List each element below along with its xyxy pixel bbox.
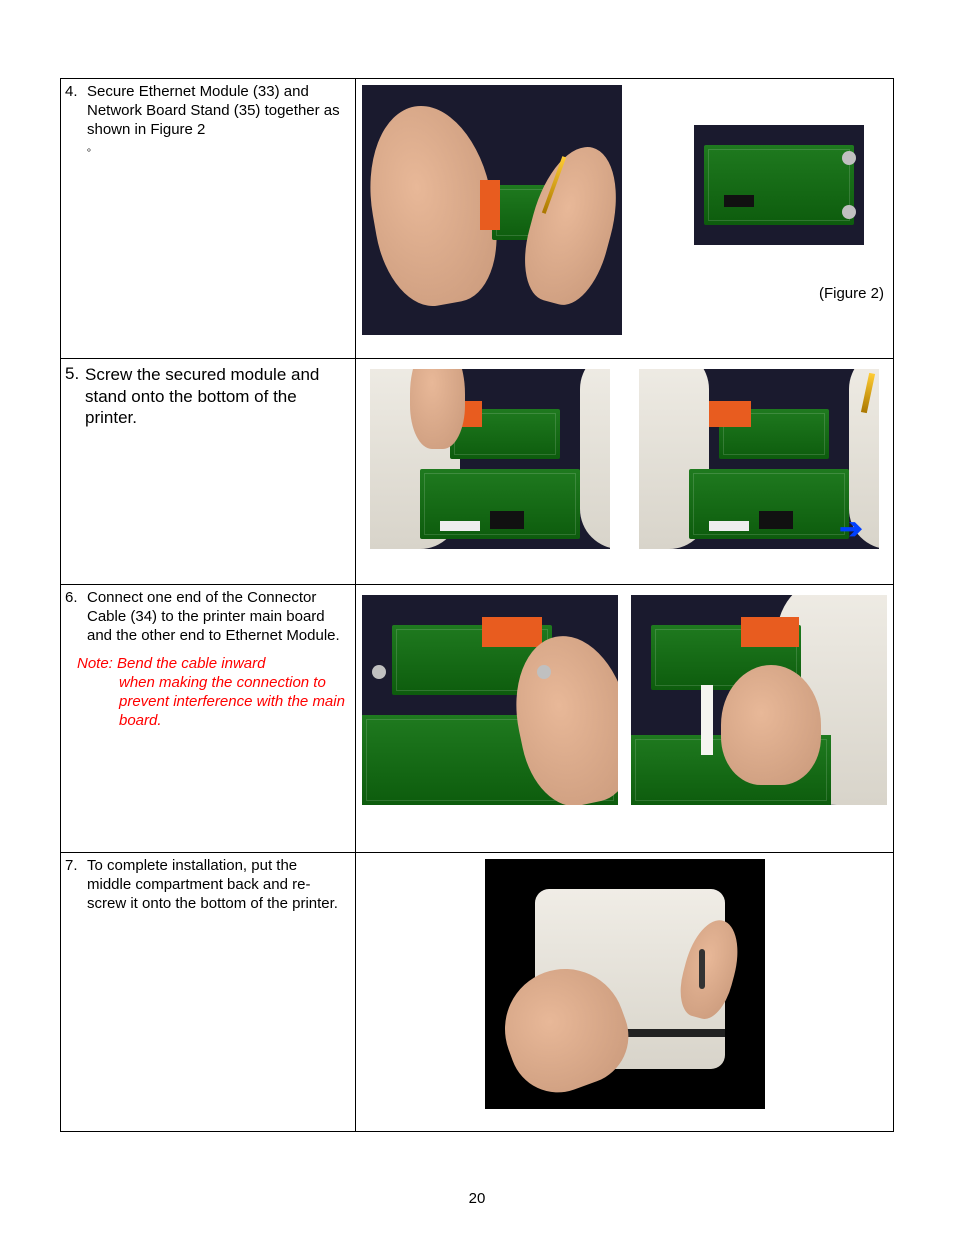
step-4-text: Secure Ethernet Module (33) and Network … (87, 83, 345, 139)
step-6-images-cell: ➔ (356, 585, 893, 852)
step-4-text-cell: 4.Secure Ethernet Module (33) and Networ… (61, 79, 356, 358)
step-7-text: To complete installation, put the middle… (87, 857, 345, 913)
step-5-row: 5. Screw the secured module and stand on… (61, 359, 893, 585)
figure-2-label: (Figure 2) (819, 285, 884, 302)
step-4-figure-2-wrap: (Figure 2) (634, 85, 884, 245)
step-6-text: Connect one end of the Connector Cable (… (87, 589, 345, 645)
step-7-images-cell (356, 853, 893, 1131)
arrow-icon: ➔ (839, 512, 862, 545)
step-6-row: 6.Connect one end of the Connector Cable… (61, 585, 893, 853)
step-5-photo-1 (370, 369, 610, 549)
step-4-number: 4. (65, 83, 87, 102)
page-number: 20 (0, 1190, 954, 1207)
step-7-row: 7.To complete installation, put the midd… (61, 853, 893, 1131)
step-6-text-cell: 6.Connect one end of the Connector Cable… (61, 585, 356, 852)
step-4-sub: 。 (65, 143, 349, 156)
step-5-images-cell: ➔ (356, 359, 893, 584)
step-7-text-cell: 7.To complete installation, put the midd… (61, 853, 356, 1131)
step-7-photo (485, 859, 765, 1109)
step-4-images-cell: (Figure 2) (356, 79, 893, 358)
step-7-number: 7. (65, 857, 87, 876)
step-5-photo-2: ➔ (639, 369, 879, 549)
step-6-note-rest: when making the connection to prevent in… (77, 674, 349, 730)
step-5-number: 5. (65, 364, 79, 383)
step-5-text-cell: 5. Screw the secured module and stand on… (61, 359, 356, 584)
step-5-text-body: Screw the secured module and stand onto … (65, 364, 349, 428)
step-6-photo-2: ➔ (631, 595, 887, 805)
instruction-table: 4.Secure Ethernet Module (33) and Networ… (60, 78, 894, 1132)
step-4-photo-1 (362, 85, 622, 335)
step-6-number: 6. (65, 589, 87, 608)
step-4-photo-2 (694, 125, 864, 245)
step-6-note-lead: Note: Bend the cable inward (77, 655, 265, 672)
step-4-row: 4.Secure Ethernet Module (33) and Networ… (61, 79, 893, 359)
step-6-photo-1 (362, 595, 618, 805)
step-6-note: Note: Bend the cable inward when making … (65, 655, 349, 730)
